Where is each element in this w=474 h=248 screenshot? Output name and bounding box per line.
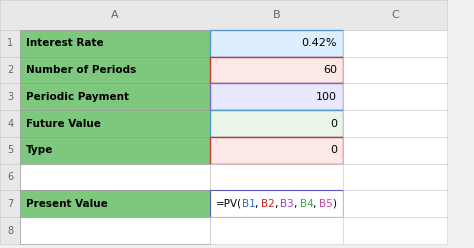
Bar	[0, 217, 20, 244]
Bar	[210, 137, 343, 164]
Bar	[343, 30, 447, 57]
Text: Present Value: Present Value	[26, 199, 108, 209]
Text: 2: 2	[7, 65, 13, 75]
Bar	[343, 83, 447, 110]
Text: 4: 4	[7, 119, 13, 128]
Text: 60: 60	[323, 65, 337, 75]
Bar	[0, 57, 20, 83]
Text: B5: B5	[319, 199, 333, 209]
Text: C: C	[391, 10, 399, 20]
Text: 3: 3	[7, 92, 13, 102]
Text: 0.42%: 0.42%	[301, 38, 337, 48]
Bar	[0, 190, 20, 217]
Text: B1: B1	[242, 199, 255, 209]
Text: Interest Rate: Interest Rate	[26, 38, 104, 48]
Bar	[210, 57, 343, 83]
Text: B: B	[273, 10, 280, 20]
Bar	[20, 57, 210, 83]
Text: =PV(: =PV(	[216, 199, 242, 209]
Text: Type: Type	[26, 145, 54, 155]
Bar	[343, 164, 447, 190]
Text: B4: B4	[300, 199, 313, 209]
Text: A: A	[111, 10, 119, 20]
Bar	[0, 110, 20, 137]
Text: ): )	[332, 199, 336, 209]
Bar	[343, 137, 447, 164]
Text: Periodic Payment: Periodic Payment	[26, 92, 129, 102]
Text: 5: 5	[7, 145, 13, 155]
Bar	[20, 164, 210, 190]
Text: B2: B2	[261, 199, 274, 209]
Text: ,: ,	[312, 199, 316, 209]
Text: Number of Periods: Number of Periods	[26, 65, 137, 75]
Bar	[0, 83, 20, 110]
Text: 0: 0	[330, 145, 337, 155]
Bar	[210, 164, 343, 190]
Text: ,: ,	[274, 199, 277, 209]
Bar	[210, 217, 343, 244]
Bar	[0, 137, 20, 164]
Bar	[20, 217, 210, 244]
Bar	[343, 110, 447, 137]
Bar	[20, 83, 210, 110]
Bar	[210, 190, 343, 217]
Text: 0: 0	[330, 119, 337, 128]
Bar	[20, 137, 210, 164]
Bar	[0, 30, 20, 57]
Text: 6: 6	[7, 172, 13, 182]
Text: ,: ,	[255, 199, 258, 209]
Bar	[0, 164, 20, 190]
Text: Future Value: Future Value	[26, 119, 101, 128]
Bar	[210, 110, 343, 137]
Bar	[0, 0, 447, 30]
Bar	[343, 57, 447, 83]
Text: 7: 7	[7, 199, 13, 209]
Bar	[343, 217, 447, 244]
Text: 100: 100	[316, 92, 337, 102]
Bar	[210, 83, 343, 110]
Bar	[210, 30, 343, 57]
Text: 8: 8	[7, 226, 13, 236]
Text: 1: 1	[7, 38, 13, 48]
Bar	[20, 110, 210, 137]
Text: ,: ,	[293, 199, 297, 209]
Bar	[20, 30, 210, 57]
Bar	[343, 190, 447, 217]
Text: B3: B3	[280, 199, 294, 209]
Bar	[20, 190, 210, 217]
